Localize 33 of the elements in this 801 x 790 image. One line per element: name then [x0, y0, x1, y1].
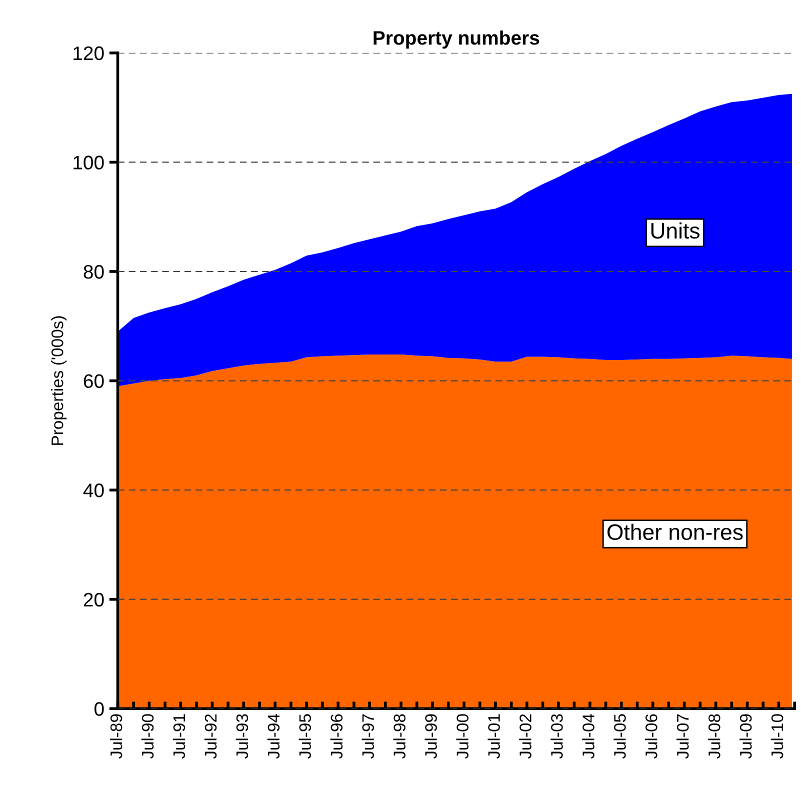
y-tick-label: 60	[84, 374, 104, 388]
x-tick-label: Jul-02	[519, 714, 532, 759]
y-tick-label: 100	[74, 156, 104, 170]
y-tick-label: 80	[84, 264, 104, 279]
x-tick-label: Jul-08	[708, 714, 720, 759]
x-tick-label: Jul-96	[330, 714, 343, 759]
y-tick-label: 20	[84, 592, 104, 607]
x-tick-label: Jul-07	[676, 714, 689, 759]
x-tick-label: Jul-95	[298, 714, 312, 759]
x-tick-label: Jul-10	[770, 714, 784, 759]
x-tick-label: Jul-05	[614, 714, 626, 759]
x-tick-label: Jul-03	[550, 714, 563, 759]
y-tick-label: 0	[94, 702, 104, 716]
y-tick-label: 40	[83, 484, 104, 498]
series-label: Other non-res	[607, 524, 743, 540]
x-tick-label: Jul-94	[267, 714, 280, 759]
y-tick-label: 120	[74, 46, 104, 60]
x-tick-label: Jul-93	[236, 714, 248, 759]
x-tick-label: Jul-06	[645, 714, 658, 759]
x-tick-label: Jul-97	[362, 714, 374, 759]
series-label: Units	[651, 222, 700, 239]
y-axis-title: Properties ('000s)	[51, 316, 67, 445]
x-tick-label: Jul-90	[141, 714, 154, 759]
x-tick-label: Jul-91	[172, 714, 186, 759]
x-tick-label: Jul-98	[393, 714, 406, 759]
x-tick-label: Jul-99	[424, 714, 437, 759]
x-tick-label: Jul-00	[456, 714, 468, 759]
x-tick-label: Jul-01	[488, 714, 500, 759]
chart-title: Property numbers	[374, 30, 540, 49]
x-tick-label: Jul-89	[110, 714, 122, 759]
x-tick-label: Jul-09	[740, 714, 752, 759]
x-tick-label: Jul-92	[204, 714, 217, 759]
x-tick-label: Jul-04	[582, 714, 594, 759]
